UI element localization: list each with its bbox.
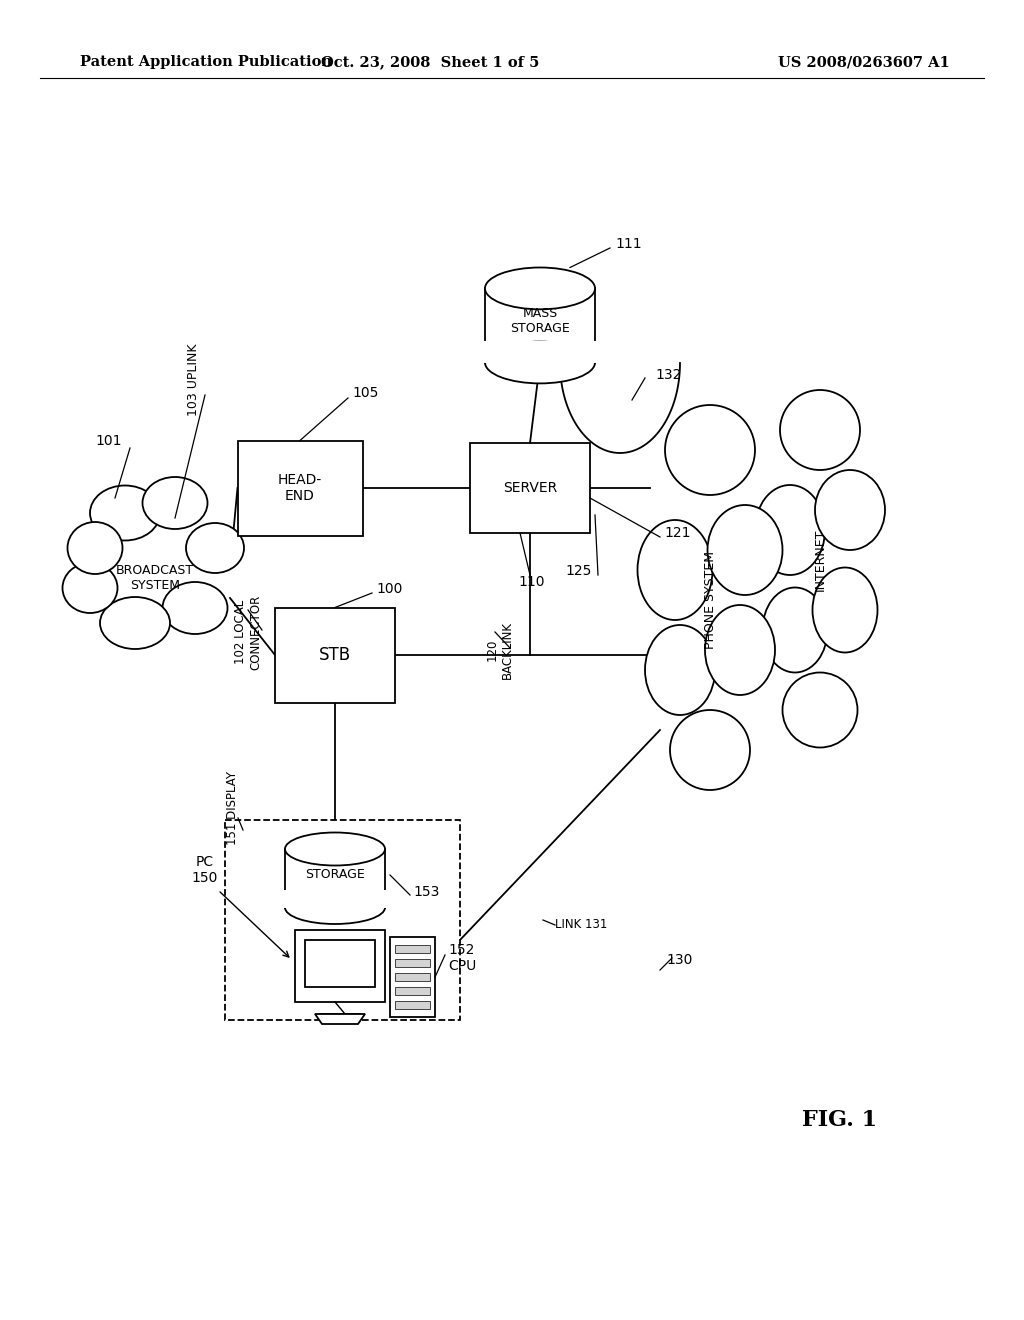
Bar — [305, 940, 375, 987]
Ellipse shape — [62, 564, 118, 612]
Ellipse shape — [782, 672, 857, 747]
Ellipse shape — [638, 520, 713, 620]
Bar — [238, 441, 362, 536]
Ellipse shape — [163, 582, 227, 634]
Text: 152
CPU: 152 CPU — [449, 942, 476, 973]
Text: 153: 153 — [413, 884, 439, 899]
Ellipse shape — [708, 506, 782, 595]
Text: 105: 105 — [352, 385, 379, 400]
Text: 151 DISPLAY: 151 DISPLAY — [225, 771, 239, 845]
Ellipse shape — [815, 470, 885, 550]
Text: HEAD-
END: HEAD- END — [278, 473, 323, 503]
Ellipse shape — [670, 710, 750, 789]
Ellipse shape — [90, 486, 160, 540]
Bar — [390, 937, 435, 1018]
Text: INTERNET: INTERNET — [813, 529, 826, 591]
Text: US 2008/0263607 A1: US 2008/0263607 A1 — [778, 55, 950, 69]
Ellipse shape — [812, 568, 878, 652]
Ellipse shape — [485, 268, 595, 309]
Ellipse shape — [780, 389, 860, 470]
Text: 132: 132 — [655, 368, 681, 381]
Text: 103 UPLINK: 103 UPLINK — [187, 343, 200, 416]
Text: 110: 110 — [518, 576, 545, 589]
Text: SERVER: SERVER — [503, 480, 557, 495]
Bar — [225, 820, 460, 1020]
Ellipse shape — [100, 597, 170, 649]
Bar — [275, 607, 395, 702]
Bar — [484, 341, 596, 363]
Bar — [395, 973, 430, 981]
Text: STB: STB — [318, 645, 351, 664]
Text: STORAGE: STORAGE — [305, 869, 365, 882]
Ellipse shape — [68, 521, 123, 574]
Text: 120
BACKLINK: 120 BACKLINK — [486, 620, 514, 678]
Ellipse shape — [763, 587, 827, 672]
Text: 125: 125 — [565, 564, 592, 578]
Text: 121: 121 — [664, 525, 690, 540]
Ellipse shape — [705, 605, 775, 696]
Ellipse shape — [142, 477, 208, 529]
Bar — [285, 849, 385, 908]
Bar — [295, 931, 385, 1002]
Bar — [284, 890, 386, 908]
Bar — [395, 945, 430, 953]
Polygon shape — [315, 1014, 365, 1024]
Ellipse shape — [645, 624, 715, 715]
Text: 130: 130 — [667, 953, 693, 968]
Ellipse shape — [285, 891, 385, 924]
Bar — [395, 1001, 430, 1010]
Text: 100: 100 — [376, 582, 402, 597]
Text: Oct. 23, 2008  Sheet 1 of 5: Oct. 23, 2008 Sheet 1 of 5 — [321, 55, 540, 69]
Text: 101: 101 — [95, 434, 122, 447]
Bar — [470, 444, 590, 533]
Ellipse shape — [755, 484, 825, 576]
Text: LINK 131: LINK 131 — [555, 919, 607, 932]
Ellipse shape — [485, 342, 595, 383]
Text: FIG. 1: FIG. 1 — [803, 1109, 878, 1131]
Bar — [395, 960, 430, 968]
Text: BROADCAST
SYSTEM: BROADCAST SYSTEM — [116, 564, 195, 591]
Ellipse shape — [665, 405, 755, 495]
Text: Patent Application Publication: Patent Application Publication — [80, 55, 332, 69]
Text: PHONE SYSTEM: PHONE SYSTEM — [703, 550, 717, 649]
Bar — [395, 987, 430, 995]
Bar — [485, 288, 595, 363]
Text: MASS
STORAGE: MASS STORAGE — [510, 308, 570, 335]
Ellipse shape — [285, 833, 385, 866]
Ellipse shape — [186, 523, 244, 573]
Text: PC
150: PC 150 — [191, 855, 218, 886]
Text: 111: 111 — [615, 238, 642, 251]
Text: 102 LOCAL
CONNECTOR: 102 LOCAL CONNECTOR — [234, 594, 262, 669]
